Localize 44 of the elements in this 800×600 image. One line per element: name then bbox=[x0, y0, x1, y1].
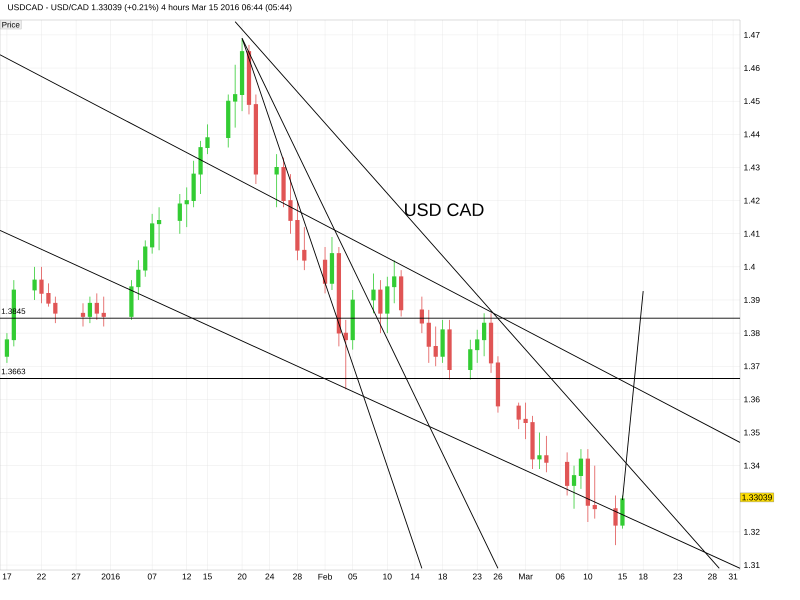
x-tick-label: Feb bbox=[318, 574, 332, 580]
x-tick-label: 27 bbox=[72, 574, 80, 580]
x-tick-label: 17 bbox=[2, 574, 12, 580]
y-tick-label: 1.41 bbox=[744, 230, 760, 237]
y-tick-label: 1.31 bbox=[744, 562, 760, 568]
x-tick-label: 18 bbox=[438, 574, 447, 580]
x-tick-label: 06 bbox=[556, 574, 565, 580]
y-tick-label: 1.43 bbox=[744, 164, 760, 170]
x-tick-label: 15 bbox=[203, 574, 212, 580]
y-tick-label: 1.38 bbox=[744, 330, 760, 336]
x-tick-label: 31 bbox=[728, 574, 738, 580]
x-tick-label: 10 bbox=[383, 574, 392, 580]
x-tick-label: 28 bbox=[708, 574, 717, 580]
x-tick-label: 24 bbox=[265, 574, 274, 580]
chart-title: USDCAD - USD/CAD 1.33039 (+0.21%) 4 hours Mar 15 2016 06:44 (05:44) bbox=[8, 4, 292, 12]
x-tick-label: 26 bbox=[494, 574, 502, 580]
x-tick-label: 10 bbox=[584, 574, 592, 580]
x-tick-label: 18 bbox=[639, 574, 648, 580]
x-tick-label: 28 bbox=[293, 574, 302, 580]
x-tick-label: 23 bbox=[472, 574, 482, 580]
x-tick-label: 12 bbox=[182, 574, 192, 580]
y-tick-label: 1.45 bbox=[744, 98, 760, 104]
y-tick-label: 1.44 bbox=[744, 131, 760, 138]
x-tick-label: 20 bbox=[238, 574, 246, 580]
y-tick-label: 1.47 bbox=[744, 32, 760, 38]
y-tick-label: 1.36 bbox=[744, 396, 760, 402]
y-tick-label: 1.35 bbox=[744, 430, 760, 436]
x-tick-label: 2016 bbox=[102, 574, 120, 580]
y-tick-label: 1.34 bbox=[744, 462, 760, 469]
y-tick-label: 1.39 bbox=[744, 296, 760, 303]
x-tick-label: 22 bbox=[37, 574, 46, 580]
text: 1.33039 bbox=[742, 494, 772, 500]
y-tick-label: 1.46 bbox=[744, 65, 760, 72]
x-tick-label: Mar bbox=[519, 574, 533, 580]
x-tick-label: 15 bbox=[618, 574, 627, 580]
x-tick-label: 05 bbox=[348, 574, 358, 580]
x-tick-label: 07 bbox=[148, 574, 156, 580]
y-tick-label: 1.37 bbox=[744, 363, 760, 370]
y-tick-label: 1.4 bbox=[744, 264, 756, 270]
x-tick-label: 23 bbox=[673, 574, 682, 580]
annotation: USD CAD bbox=[405, 203, 484, 216]
y-tick-label: 1.32 bbox=[744, 528, 760, 535]
x-tick-label: 14 bbox=[410, 574, 420, 580]
y-tick-label: 1.42 bbox=[744, 198, 760, 204]
